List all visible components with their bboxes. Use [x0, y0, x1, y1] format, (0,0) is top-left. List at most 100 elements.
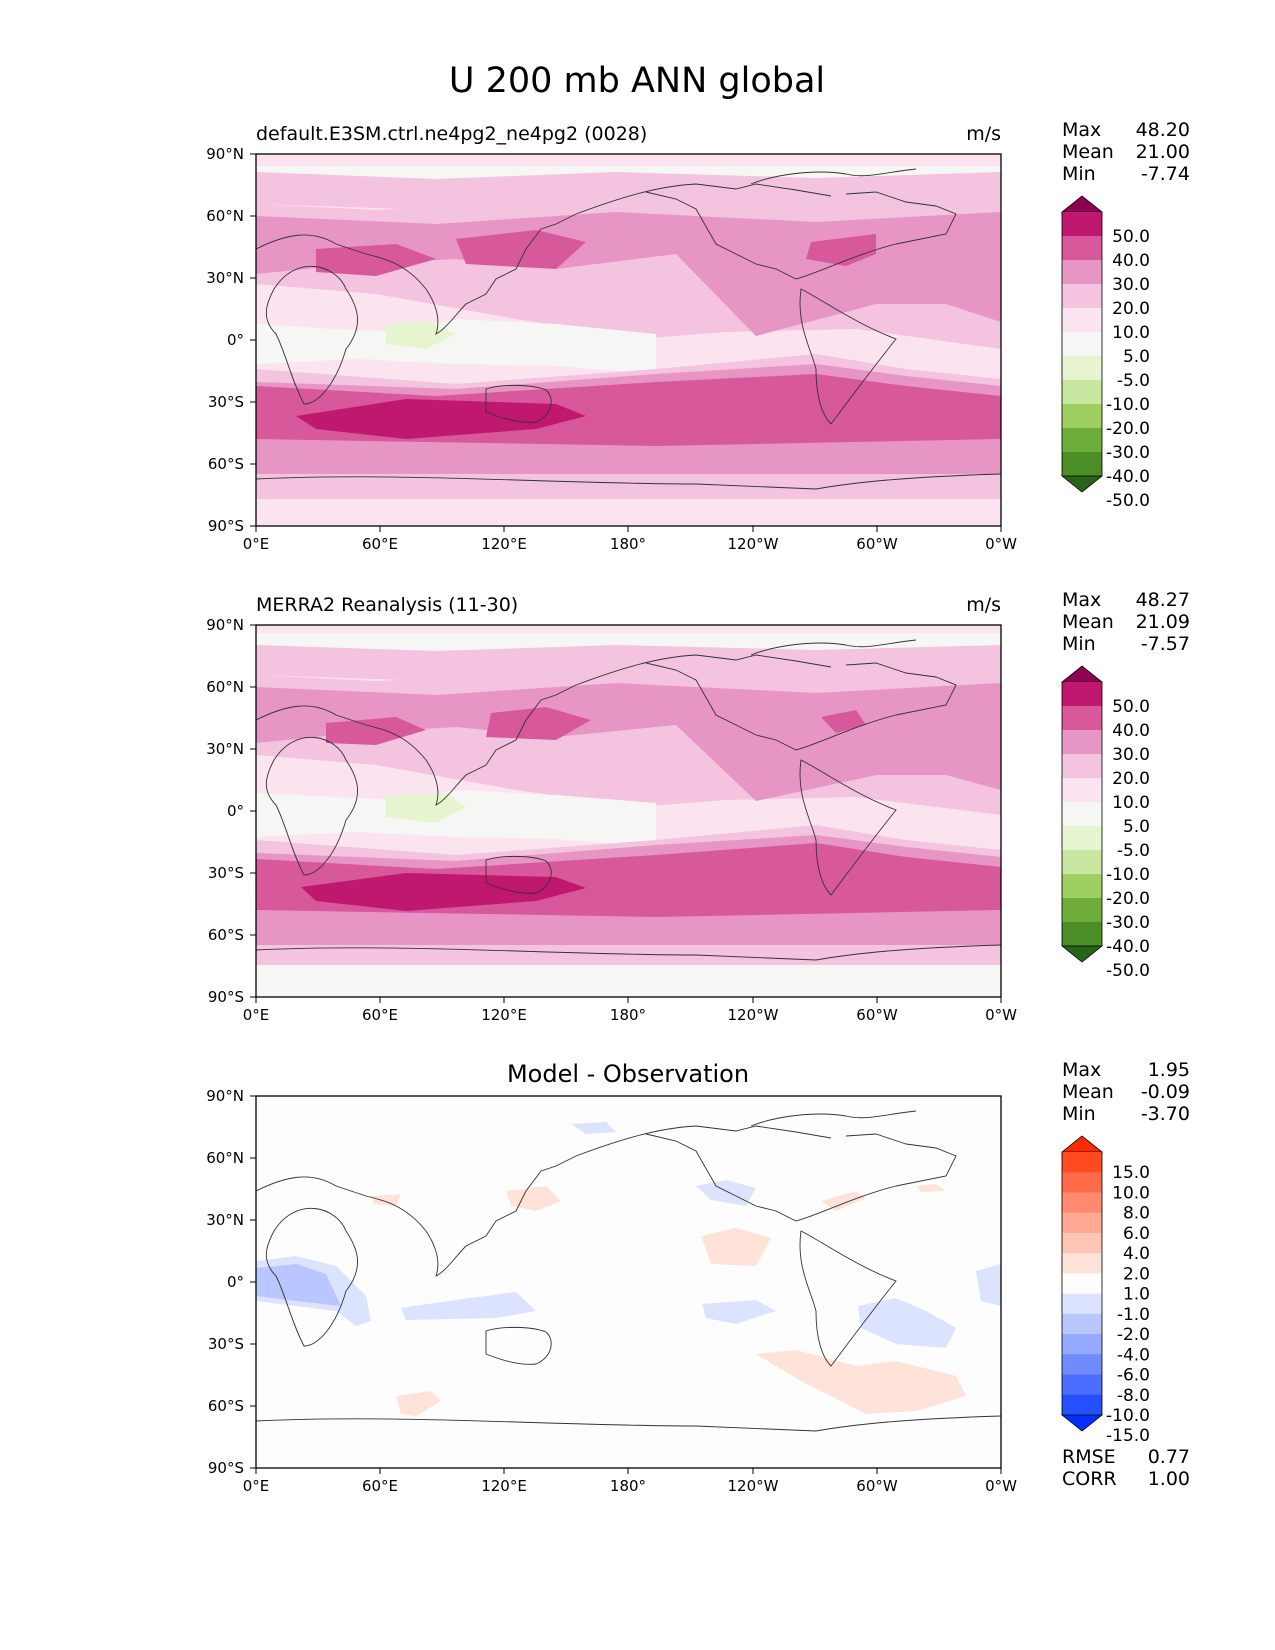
lon-tick-label: 180°	[610, 535, 646, 553]
stat-value: -3.70	[1141, 1103, 1190, 1125]
test-jet-asia	[456, 230, 586, 269]
lat-tick-label: 60°N	[206, 1149, 244, 1167]
lon-tick-label: 60°E	[362, 1006, 398, 1024]
diff-neg-indian-ocean	[401, 1292, 536, 1320]
figure-title: U 200 mb ANN global	[449, 61, 825, 101]
panel-reference-side: Max 48.27 Mean 21.09 Min -7.57 50.0 40.0 30.0 20.…	[1060, 589, 1190, 981]
panel-reference-units: m/s	[966, 594, 1001, 616]
lon-tick-label: 60°W	[856, 1477, 898, 1495]
colorbar: 50.0 40.0 30.0 20.0 10.0 5.0 -5.0 -10.0 -20.0 -30…	[1060, 665, 1150, 981]
colorbar-label: 15.0	[1112, 1163, 1150, 1183]
lat-tick-label: 30°N	[206, 269, 244, 287]
lon-tick-label: 0°W	[985, 1477, 1017, 1495]
lat-tick-label: 0°	[227, 802, 244, 820]
lon-tick-label: 180°	[610, 1006, 646, 1024]
stat-label: Min	[1062, 633, 1096, 655]
colorbar-segment	[1062, 308, 1102, 333]
colorbar-segment	[1062, 212, 1102, 237]
colorbar-label: -15.0	[1106, 1426, 1150, 1446]
lat-tick-label: 0°	[227, 1273, 244, 1291]
panel-difference-side: Max 1.95 Mean -0.09 Min -3.70 15.010.08.06.04.…	[1060, 1059, 1190, 1490]
ref-polar-north-band	[256, 633, 1001, 655]
lon-tick-label: 60°E	[362, 1477, 398, 1495]
antarctica-outline	[256, 473, 1001, 490]
colorbar-label: 10.0	[1112, 323, 1150, 343]
lat-tick-label: 60°S	[208, 926, 244, 944]
colorbar-label: 2.0	[1123, 1264, 1150, 1284]
colorbar-label: 20.0	[1112, 299, 1150, 319]
colorbar-label: -1.0	[1117, 1305, 1150, 1325]
panel-reference: MERRA2 Reanalysis (11-30) m/s	[206, 594, 1017, 1024]
colorbar-label: 50.0	[1112, 697, 1150, 717]
lat-tick-label: 0°	[227, 331, 244, 349]
lat-tick-label: 90°N	[206, 616, 244, 634]
colorbar-label: -30.0	[1106, 913, 1150, 933]
colorbar-segment	[1062, 1374, 1102, 1396]
north-america-outline	[645, 662, 957, 751]
colorbar-label: -50.0	[1106, 961, 1150, 981]
colorbar-label: -50.0	[1106, 491, 1150, 511]
south-america-outline	[799, 1230, 897, 1367]
stat-value: 21.09	[1136, 611, 1190, 633]
colorbar-label: 30.0	[1112, 275, 1150, 295]
colorbar-label: 4.0	[1123, 1244, 1150, 1264]
colorbar-label: -8.0	[1117, 1386, 1150, 1406]
africa-outline	[265, 736, 358, 876]
colorbar-segment	[1062, 778, 1102, 803]
arctic-islands-outline	[750, 1110, 917, 1127]
colorbar-label: 20.0	[1112, 769, 1150, 789]
colorbar-label: -6.0	[1117, 1366, 1150, 1386]
colorbar-segment	[1062, 1394, 1102, 1416]
lon-tick-label: 120°W	[728, 535, 779, 553]
panel-difference-lon-ticks: 0°E 60°E 120°E 180° 120°W 60°W 0°W	[243, 1468, 1017, 1495]
colorbar-label: 8.0	[1123, 1204, 1150, 1224]
colorbar-label: -10.0	[1106, 1406, 1150, 1426]
lat-tick-label: 60°S	[208, 1397, 244, 1415]
colorbar: 15.010.08.06.04.02.01.0-1.0-2.0-4.0-6.0-…	[1060, 1135, 1150, 1446]
colorbar-label: 40.0	[1112, 721, 1150, 741]
lat-tick-label: 60°S	[208, 455, 244, 473]
diff-neg-north-pacific	[696, 1180, 756, 1206]
colorbar-extend-max	[1060, 195, 1104, 213]
colorbar-segment	[1062, 1313, 1102, 1335]
diff-pos-tropical-pacific	[701, 1228, 771, 1266]
extra-stat-value: 0.77	[1148, 1446, 1190, 1468]
colorbar-segment	[1062, 874, 1102, 899]
ref-jet-asia	[486, 707, 591, 740]
australia-outline	[485, 384, 552, 423]
lat-tick-label: 90°N	[206, 1087, 244, 1105]
lat-tick-label: 90°S	[208, 517, 244, 535]
stat-label: Mean	[1062, 141, 1114, 163]
colorbar-segment	[1062, 1354, 1102, 1376]
extra-stat-label: CORR	[1062, 1468, 1117, 1490]
test-coastlines	[256, 168, 1001, 490]
colorbar-segment	[1062, 1152, 1102, 1173]
colorbar-segment	[1062, 850, 1102, 875]
diff-pos-atlantic	[821, 1191, 866, 1211]
colorbar-label: 1.0	[1123, 1285, 1150, 1305]
lon-tick-label: 120°W	[728, 1477, 779, 1495]
colorbar-segment	[1062, 1293, 1102, 1315]
ref-jet-africa	[326, 717, 426, 745]
south-america-outline	[799, 759, 897, 896]
colorbar-extend-max	[1060, 1135, 1104, 1153]
antarctica-outline	[256, 944, 1001, 961]
panel-test-side: Max 48.20 Mean 21.00 Min -7.74 50.0 40.0 30.0 20.…	[1060, 119, 1190, 511]
colorbar-segment	[1062, 284, 1102, 309]
stat-value: 21.00	[1136, 141, 1190, 163]
colorbar-label: -40.0	[1106, 937, 1150, 957]
colorbar-label: 30.0	[1112, 745, 1150, 765]
lon-tick-label: 60°W	[856, 1006, 898, 1024]
arctic-islands-outline	[750, 168, 917, 185]
lat-tick-label: 90°S	[208, 988, 244, 1006]
lon-tick-label: 0°W	[985, 535, 1017, 553]
north-america-outline	[645, 191, 957, 280]
panel-reference-map	[256, 625, 1001, 997]
lat-tick-label: 30°N	[206, 1211, 244, 1229]
colorbar-segment	[1062, 1212, 1102, 1234]
panel-difference: Model - Observation	[206, 1060, 1017, 1495]
lat-tick-label: 30°S	[208, 864, 244, 882]
ref-tropical-green-patch	[386, 793, 466, 823]
ref-coastlines	[256, 639, 1001, 961]
colorbar-extend-max	[1060, 665, 1104, 683]
